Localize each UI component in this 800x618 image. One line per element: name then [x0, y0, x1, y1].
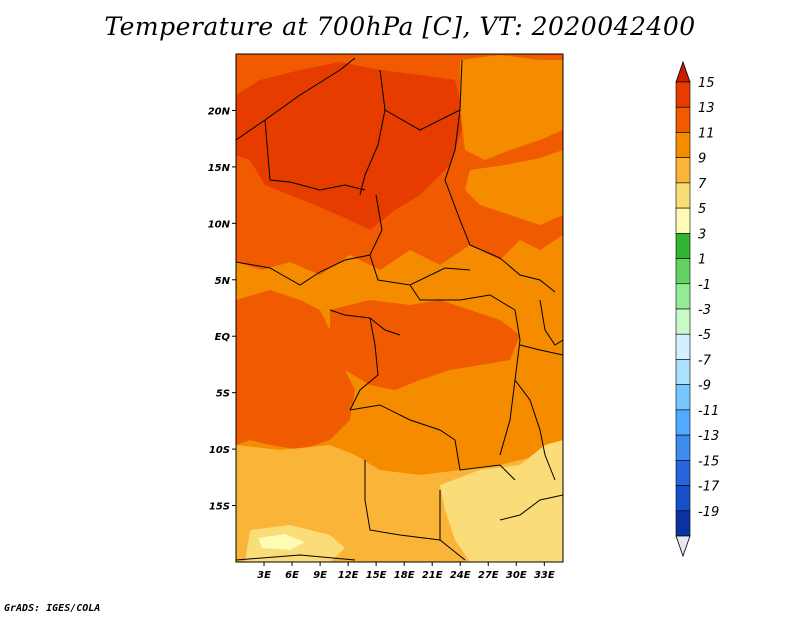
colorbar-swatch [675, 81, 691, 108]
colorbar-top-arrow [675, 60, 691, 83]
border-lake-victoria [519, 344, 563, 356]
colorbar: 15 13 11 9 7 5 3 1 -1 -3 -5 -7 -9 -11 -13 -15 -17 -19 [675, 60, 720, 558]
colorbar-label: 1 [698, 253, 706, 268]
border-lake-tanganyika [514, 379, 556, 481]
border-angola-namibia [364, 460, 466, 561]
country-borders [236, 57, 563, 561]
lat-tick-label: 10N [208, 219, 231, 230]
colorbar-label: 15 [698, 76, 715, 91]
field-band-3-5-patch [258, 534, 305, 550]
footer-credit: GrADS: IGES/COLA [4, 603, 101, 614]
border-algeria-mali [236, 57, 356, 141]
lon-tick-label: 30E [506, 570, 527, 581]
colorbar-swatch [675, 182, 691, 209]
border-chad-sudan [444, 109, 471, 246]
colorbar-swatch [675, 409, 691, 436]
colorbar-swatch [675, 359, 691, 385]
colorbar-swatch [675, 485, 691, 512]
border-gulf [236, 254, 371, 286]
lon-tick-label: 3E [257, 570, 271, 581]
field-band-13-15-sahara [236, 62, 465, 230]
colorbar-label: -3 [698, 303, 711, 318]
longitude-axis: 3E 6E 9E 12E 15E 18E 21E 24E 27E 30E 33E [257, 562, 555, 581]
map-frame [235, 53, 564, 563]
field-band-5-7-southeast [440, 440, 563, 562]
temperature-field [236, 54, 563, 562]
border-drc-angola [349, 404, 456, 441]
colorbar-swatch [675, 510, 691, 537]
lat-tick-label: 5S [216, 389, 230, 400]
colorbar-label: -17 [698, 480, 720, 495]
lon-tick-label: 15E [366, 570, 387, 581]
colorbar-label: -1 [698, 278, 711, 293]
lat-tick-label: 15S [209, 502, 230, 513]
border-drc-east [499, 339, 521, 456]
lon-tick-label: 9E [313, 570, 327, 581]
border-uganda-kenya [539, 299, 563, 346]
colorbar-swatch [675, 207, 691, 234]
colorbar-swatch [675, 460, 691, 486]
colorbar-label: 11 [698, 126, 715, 141]
colorbar-label: -11 [698, 404, 719, 419]
border-car [369, 194, 471, 286]
lat-tick-label: 5N [215, 276, 231, 287]
border-sudan-south [469, 244, 556, 293]
field-band-9-11-east [460, 55, 563, 160]
lon-tick-label: 33E [534, 570, 555, 581]
border-niger-chad [359, 69, 386, 196]
colorbar-swatch [675, 384, 691, 411]
field-band-11-13-atlantic [236, 290, 355, 450]
colorbar-label: 5 [698, 202, 706, 217]
colorbar-swatch [675, 132, 691, 158]
lat-tick-label: 10S [209, 445, 230, 456]
colorbar-label: 9 [698, 152, 706, 167]
chart-title: Temperature at 700hPa [C], VT: 202004240… [104, 12, 696, 41]
lon-tick-label: 6E [285, 570, 299, 581]
border-drc-north [409, 284, 521, 341]
border-libya-chad [384, 59, 463, 131]
lon-tick-label: 12E [338, 570, 359, 581]
colorbar-swatch [675, 157, 691, 184]
colorbar-label: 3 [698, 227, 706, 242]
lon-tick-label: 21E [422, 570, 443, 581]
lat-tick-label: EQ [215, 332, 231, 343]
colorbar-swatch [675, 434, 691, 461]
lat-tick-label: 20N [208, 106, 231, 117]
lon-tick-label: 27E [478, 570, 499, 581]
colorbar-swatch [675, 308, 691, 335]
lon-tick-label: 24E [450, 570, 471, 581]
colorbar-label: 13 [698, 101, 715, 116]
border-zimbabwe [499, 494, 563, 521]
colorbar-swatch [675, 233, 691, 259]
map-border [235, 53, 564, 563]
colorbar-bottom-arrow [675, 535, 691, 558]
colorbar-label: -9 [698, 379, 711, 394]
colorbar-swatch [675, 283, 691, 310]
border-congo-drc [349, 317, 379, 411]
colorbar-swatch [675, 258, 691, 285]
field-band-9-11-ethiopia [465, 150, 563, 225]
border-zambia-drc [454, 439, 516, 481]
lat-tick-label: 15N [208, 163, 231, 174]
border-sahel [264, 119, 366, 191]
latitude-axis: 20N 15N 10N 5N EQ 5S 10S 15S [208, 106, 236, 513]
colorbar-label: -7 [698, 353, 712, 368]
colorbar-swatch [675, 333, 691, 360]
colorbar-label: -15 [698, 454, 719, 469]
colorbar-label: 7 [698, 177, 707, 192]
colorbar-label: -19 [698, 505, 719, 520]
field-band-9-11-central [350, 365, 563, 475]
lon-tick-label: 18E [394, 570, 415, 581]
colorbar-label: -5 [698, 328, 711, 343]
border-south [236, 554, 356, 561]
colorbar-swatch [675, 106, 691, 133]
colorbar-label: -13 [698, 429, 719, 444]
